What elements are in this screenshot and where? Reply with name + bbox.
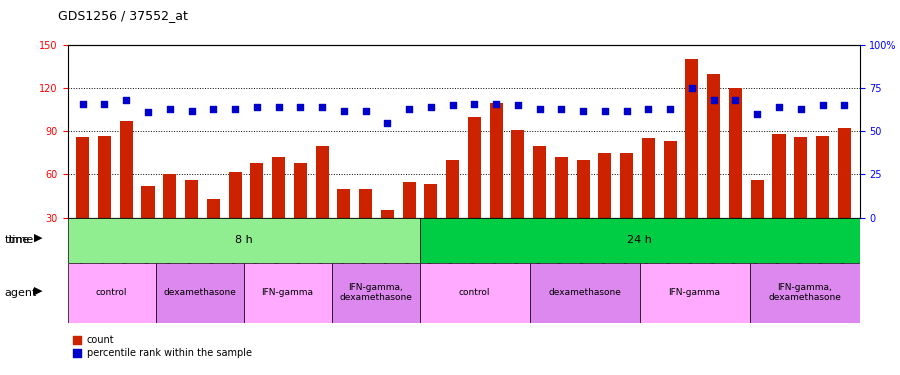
Point (424, 104, 438, 110)
Bar (511, 130, 525, 261)
FancyBboxPatch shape (529, 262, 640, 322)
Point (728, 97, 742, 103)
Bar (76, 137, 89, 261)
Point (510, 102, 525, 108)
Bar (381, 210, 394, 261)
Bar (642, 138, 655, 261)
Point (97, 100, 112, 106)
FancyBboxPatch shape (750, 262, 859, 322)
Point (641, 106, 655, 112)
Point (293, 104, 308, 110)
Point (554, 106, 569, 112)
Text: time: time (4, 235, 30, 245)
Point (576, 108, 590, 114)
Bar (185, 180, 198, 261)
Bar (729, 88, 742, 261)
Bar (686, 59, 698, 261)
Bar (598, 153, 611, 261)
Point (402, 106, 417, 112)
Bar (816, 136, 829, 261)
Bar (555, 157, 568, 261)
Point (119, 97, 133, 103)
Bar (424, 184, 437, 261)
Point (533, 106, 547, 112)
Text: IFN-gamma,
dexamethasone: IFN-gamma, dexamethasone (339, 283, 412, 302)
Point (337, 108, 351, 114)
Text: ▶: ▶ (34, 286, 42, 296)
Bar (293, 163, 307, 261)
Bar (359, 189, 372, 261)
Bar (751, 180, 764, 261)
Bar (141, 186, 155, 261)
Text: 8 h: 8 h (235, 235, 252, 245)
Point (685, 85, 699, 91)
Point (815, 102, 830, 108)
Point (489, 100, 503, 106)
Bar (98, 136, 111, 261)
Point (358, 108, 373, 114)
Bar (272, 157, 285, 261)
Point (76, 100, 90, 106)
FancyBboxPatch shape (419, 217, 860, 262)
Point (315, 104, 329, 110)
Text: dexamethasone: dexamethasone (163, 288, 236, 297)
Bar (772, 134, 786, 261)
Bar (316, 146, 328, 261)
Point (772, 104, 787, 110)
Point (380, 120, 394, 126)
FancyBboxPatch shape (640, 262, 750, 322)
Bar (620, 153, 634, 261)
Bar (250, 163, 264, 261)
Bar (338, 189, 350, 261)
FancyBboxPatch shape (68, 217, 419, 262)
Point (228, 106, 242, 112)
FancyBboxPatch shape (331, 262, 419, 322)
Point (140, 109, 155, 115)
Point (837, 102, 851, 108)
Text: ▶: ▶ (34, 233, 42, 243)
Point (446, 102, 460, 108)
Bar (533, 146, 546, 261)
FancyBboxPatch shape (156, 262, 244, 322)
Point (206, 106, 220, 112)
Bar (663, 141, 677, 261)
Point (249, 104, 264, 110)
Text: time: time (9, 235, 34, 245)
Point (619, 108, 634, 114)
Bar (207, 199, 220, 261)
Point (272, 104, 286, 110)
Bar (446, 160, 459, 261)
Bar (402, 182, 416, 261)
Text: dexamethasone: dexamethasone (548, 288, 621, 297)
Point (163, 106, 177, 112)
Bar (707, 74, 720, 261)
Bar (163, 174, 176, 261)
Legend: count, percentile rank within the sample: count, percentile rank within the sample (72, 335, 252, 358)
Point (663, 106, 678, 112)
Point (794, 106, 808, 112)
FancyBboxPatch shape (244, 262, 331, 322)
Point (184, 108, 199, 114)
Text: IFN-gamma: IFN-gamma (669, 288, 721, 297)
FancyBboxPatch shape (68, 262, 156, 322)
Bar (838, 128, 850, 261)
Bar (490, 102, 503, 261)
Bar (120, 121, 133, 261)
Bar (229, 171, 241, 261)
Text: control: control (95, 288, 127, 297)
Bar (577, 160, 590, 261)
Bar (794, 137, 807, 261)
Text: GDS1256 / 37552_at: GDS1256 / 37552_at (58, 9, 188, 22)
Text: IFN-gamma,
dexamethasone: IFN-gamma, dexamethasone (768, 283, 841, 302)
Bar (468, 117, 481, 261)
Text: 24 h: 24 h (627, 235, 652, 245)
Point (598, 108, 612, 114)
Point (706, 97, 721, 103)
Point (750, 111, 764, 117)
Text: agent: agent (4, 288, 37, 297)
Text: IFN-gamma: IFN-gamma (262, 288, 313, 297)
FancyBboxPatch shape (419, 262, 529, 322)
Text: control: control (459, 288, 490, 297)
Point (467, 100, 482, 106)
